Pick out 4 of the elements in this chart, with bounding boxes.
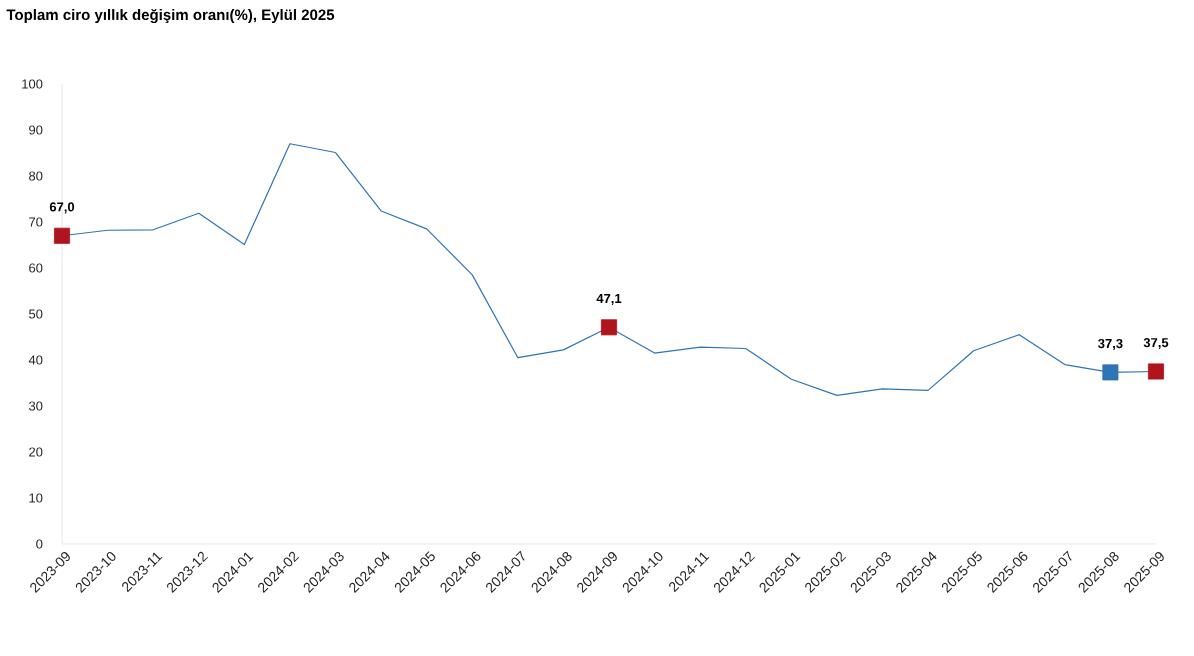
point [1147, 363, 1164, 380]
point [1102, 364, 1119, 381]
point [601, 319, 618, 336]
point [54, 227, 71, 244]
